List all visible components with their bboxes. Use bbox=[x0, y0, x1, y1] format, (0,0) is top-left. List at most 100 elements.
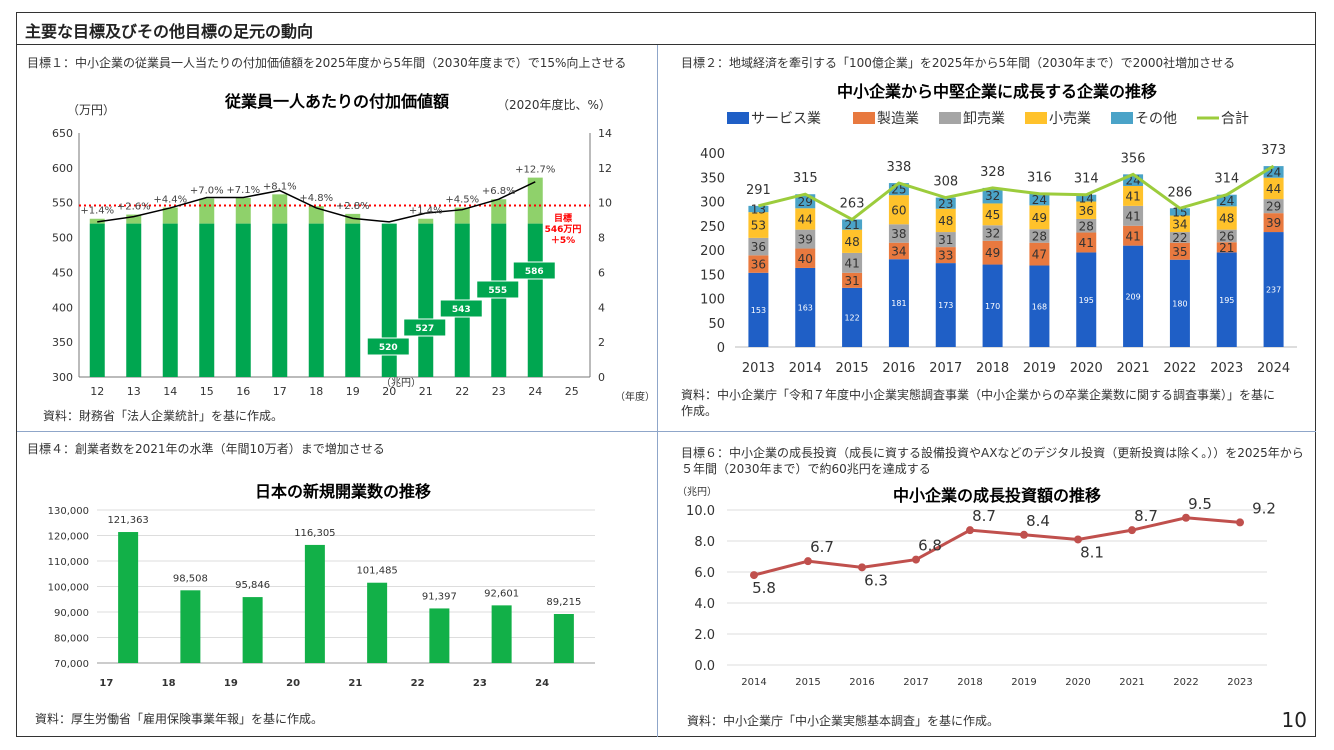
chart2-x-tick-label: 2019 bbox=[1023, 361, 1056, 376]
chart1-bar-base bbox=[308, 223, 324, 377]
chart2-segment-label: 28 bbox=[1079, 219, 1094, 233]
chart2-segment-label: 48 bbox=[844, 235, 859, 249]
chart2-segment-label: 35 bbox=[1172, 245, 1187, 259]
chart4-x-tick-label: 2023 bbox=[1227, 677, 1252, 688]
chart1-x-tick-label: 21 bbox=[419, 385, 433, 398]
chart1-x-tick-label: 18 bbox=[309, 385, 323, 398]
chart2-segment-label: 195 bbox=[1219, 296, 1234, 305]
chart2-bar-segment bbox=[748, 272, 769, 347]
chart2-y-tick-label: 100 bbox=[700, 293, 725, 308]
chart-new-businesses: 日本の新規開業数の推移 70,000 80,000 90,000 100,000 110,… bbox=[48, 482, 595, 689]
chart3-bar bbox=[491, 605, 512, 663]
chart2-x-tick-label: 2013 bbox=[742, 361, 775, 376]
chart1-bar-base bbox=[272, 223, 288, 377]
chart2-bar-segment bbox=[888, 195, 909, 225]
chart1-x-tick-label: 12 bbox=[90, 385, 104, 398]
chart2-bar-segment bbox=[1216, 252, 1237, 347]
chart2-bar-segment bbox=[1169, 242, 1190, 260]
chart1-bar-increase bbox=[199, 198, 215, 224]
chart3-bar bbox=[429, 608, 450, 663]
chart4-point-label: 5.8 bbox=[752, 579, 776, 597]
chart1-x-tick-label: 20 bbox=[382, 385, 396, 398]
chart2-x-tick-label: 2017 bbox=[929, 361, 962, 376]
slide: 主要な目標及びその他目標の足元の動向 目標１：中小企業の従業員一人当たりの付加価… bbox=[16, 12, 1316, 737]
chart3-bar-label: 116,305 bbox=[294, 528, 335, 539]
chart1-box-unit-label: （兆円） bbox=[381, 377, 421, 389]
chart2-legend-label: 製造業 bbox=[877, 111, 919, 127]
chart2-total-label: 338 bbox=[887, 160, 912, 175]
chart2-bar-segment bbox=[1263, 199, 1284, 214]
chart2-x-tick-label: 2022 bbox=[1163, 361, 1196, 376]
chart2-segment-label: 40 bbox=[798, 252, 813, 266]
chart1-x-tick-label: 13 bbox=[127, 385, 141, 398]
chart2-segment-label: 53 bbox=[751, 219, 766, 233]
chart2-segment-label: 60 bbox=[891, 203, 906, 217]
chart2-segment-label: 39 bbox=[1266, 216, 1281, 230]
chart2-segment-label: 168 bbox=[1032, 302, 1047, 311]
chart2-bar-segment bbox=[888, 242, 909, 260]
chart1-y-tick-label: 400 bbox=[52, 301, 73, 314]
chart1-y2-tick-label: 2 bbox=[598, 336, 605, 349]
chart2-segment-label: 41 bbox=[1079, 236, 1094, 250]
chart1-target-label: 目標 bbox=[554, 212, 572, 224]
chart2-bar-segment bbox=[982, 225, 1003, 241]
chart1-x-tick-label: 24 bbox=[528, 385, 542, 398]
chart2-segment-label: 180 bbox=[1172, 299, 1187, 308]
chart2-legend-swatch bbox=[853, 112, 875, 124]
chart1-y-tick-label: 350 bbox=[52, 336, 73, 349]
chart4-point bbox=[1020, 530, 1028, 539]
chart2-bar-segment bbox=[935, 208, 956, 233]
chart1-value-box-label: 543 bbox=[452, 305, 471, 315]
chart2-bar-segment bbox=[982, 240, 1003, 265]
chart2-bar-segment bbox=[1123, 185, 1144, 206]
chart2-legend-label: サービス業 bbox=[751, 111, 821, 127]
chart2-legend-swatch bbox=[939, 112, 961, 124]
chart2-y-tick-label: 350 bbox=[700, 171, 725, 186]
chart2-segment-label: 15 bbox=[1172, 205, 1187, 219]
chart1-y-tick-label: 500 bbox=[52, 232, 73, 245]
chart2-y-tick-label: 300 bbox=[700, 196, 725, 211]
chart2-bar-segment bbox=[748, 237, 769, 256]
chart1-bar-increase bbox=[272, 194, 288, 224]
chart1-bar-base bbox=[418, 223, 434, 377]
chart4-point bbox=[750, 571, 758, 580]
charts-layer: 従業員一人あたりの付加価値額 （万円） （2020年度比、%） （年度） （兆円） 300… bbox=[48, 82, 1297, 689]
chart2-segment-label: 47 bbox=[1032, 248, 1047, 262]
slide-header: 主要な目標及びその他目標の足元の動向 bbox=[17, 13, 1315, 45]
chart4-y-tick-label: 8.0 bbox=[694, 535, 715, 550]
chart1-pct-label: +8.1% bbox=[263, 181, 297, 192]
chart4-x-tick-label: 2021 bbox=[1119, 677, 1144, 688]
chart1-bar-base bbox=[345, 223, 361, 377]
chart2-bar-segment bbox=[888, 259, 909, 347]
chart1-bar-increase bbox=[527, 177, 543, 224]
chart2-bar-segment bbox=[748, 205, 769, 213]
chart2-total-label: 291 bbox=[746, 183, 771, 198]
chart2-bar-segment bbox=[982, 203, 1003, 226]
chart2-bar-segment bbox=[1263, 166, 1284, 178]
chart1-pct-label: +6.8% bbox=[482, 186, 516, 197]
chart2-segment-label: 36 bbox=[751, 240, 766, 254]
chart2-bar-segment bbox=[842, 287, 863, 347]
chart1-bar-increase bbox=[454, 207, 470, 224]
chart2-total-label: 286 bbox=[1168, 185, 1193, 200]
chart2-y-tick-label: 50 bbox=[708, 317, 725, 332]
chart2-segment-label: 21 bbox=[844, 218, 859, 232]
chart1-value-box-label: 586 bbox=[525, 267, 544, 277]
chart1-y2-tick-label: 6 bbox=[598, 266, 605, 279]
goal-2-text: 目標２：地域経済を牽引する「100億企業」を2025年から5年間（2030年まで… bbox=[681, 56, 1236, 70]
chart2-bar-segment bbox=[1076, 252, 1097, 347]
chart2-bar-segment bbox=[1216, 206, 1237, 230]
chart3-y-tick-label: 100,000 bbox=[48, 583, 89, 594]
chart2-segment-label: 29 bbox=[1266, 200, 1281, 214]
chart4-x-tick-label: 2022 bbox=[1173, 677, 1198, 688]
chart2-segment-label: 237 bbox=[1266, 286, 1281, 295]
chart2-segment-label: 39 bbox=[798, 233, 813, 247]
chart3-x-tick-label: 18 bbox=[162, 678, 176, 689]
chart1-pct-label: +7.1% bbox=[226, 185, 260, 196]
chart2-x-tick-label: 2015 bbox=[836, 361, 869, 376]
chart1-x-tick-label: 23 bbox=[492, 385, 506, 398]
chart2-bar-segment bbox=[1076, 218, 1097, 233]
chart4-y-tick-label: 4.0 bbox=[694, 597, 715, 612]
chart1-target-label: ＋5% bbox=[551, 235, 575, 246]
chart2-segment-label: 173 bbox=[938, 301, 953, 310]
